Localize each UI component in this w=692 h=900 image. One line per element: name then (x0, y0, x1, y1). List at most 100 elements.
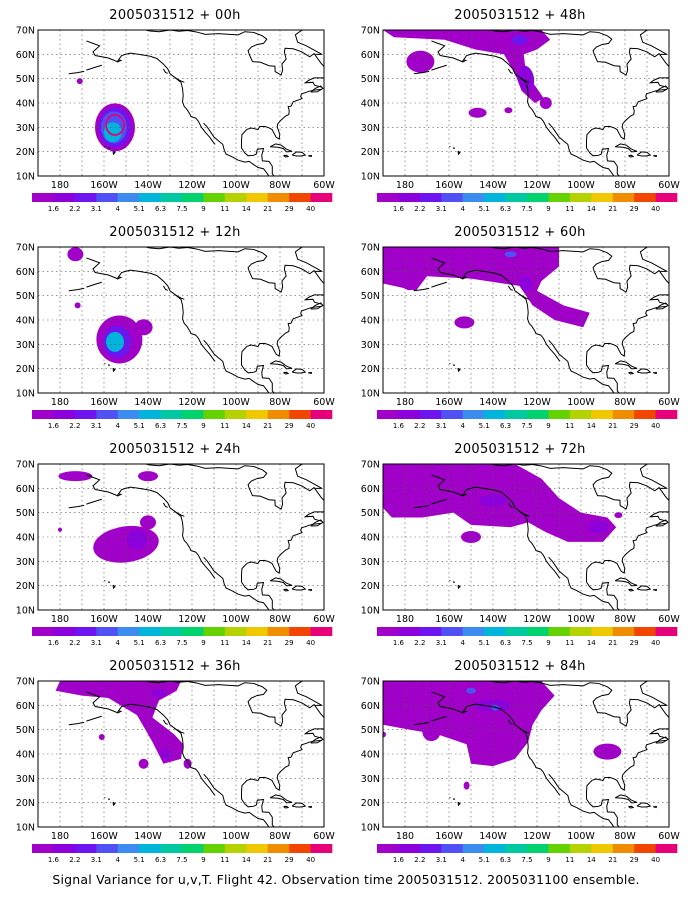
lat-tick-label: 10N (361, 389, 380, 400)
colorbar-swatch (591, 627, 614, 636)
colorbar-label: 6.3 (500, 205, 511, 213)
colorbar-label: 2.2 (414, 639, 425, 647)
colorbar-swatch (160, 844, 183, 853)
coastline (86, 691, 216, 796)
colorbar-swatch (484, 193, 506, 202)
colorbar-swatch (505, 410, 528, 419)
colorbar-swatch (182, 844, 204, 853)
coastline (671, 292, 685, 304)
lon-tick-label: 80W (614, 180, 636, 191)
colorbar-swatch (419, 844, 442, 853)
lon-tick-label: 60W (313, 397, 335, 408)
coastline (671, 509, 685, 521)
variance-contour (67, 247, 84, 262)
coastline (203, 556, 270, 610)
lon-tick-label: 180 (396, 180, 414, 191)
colorbar-label: 2.2 (414, 205, 425, 213)
colorbar-swatch (117, 193, 140, 202)
lat-tick-label: 60N (361, 484, 380, 495)
lat-tick-label: 10N (16, 823, 35, 834)
colorbar-swatch (96, 627, 119, 636)
lon-tick-label: 100W (567, 397, 595, 408)
lat-tick-label: 20N (16, 798, 35, 809)
lat-tick-label: 40N (361, 99, 380, 110)
colorbar-swatch (267, 627, 290, 636)
coastline (294, 247, 323, 272)
coastline (457, 367, 461, 373)
colorbar-swatch (398, 193, 421, 202)
colorbar-label: 4 (115, 856, 120, 864)
colorbar-swatch (655, 193, 678, 202)
colorbar-swatch (96, 410, 119, 419)
coastline (653, 155, 658, 158)
coastline (162, 68, 168, 74)
lat-tick-label: 40N (16, 750, 35, 761)
variance-field (383, 464, 623, 543)
coastline (291, 802, 307, 808)
coastline (241, 739, 322, 827)
panel-title: 2005031512 + 36h (109, 659, 241, 674)
lat-tick-label: 60N (16, 484, 35, 495)
colorbar-label: 7.5 (521, 639, 532, 647)
lon-tick-label: 80W (269, 180, 291, 191)
lon-tick-label: 140W (479, 614, 507, 625)
colorbar-swatch (203, 410, 226, 419)
colorbar-label: 3.1 (436, 639, 447, 647)
coastline (294, 464, 323, 489)
colorbar-swatch (246, 844, 269, 853)
coastline (452, 147, 456, 149)
lat-tick-label: 30N (16, 557, 35, 568)
lon-tick-label: 140W (134, 831, 162, 842)
colorbar-swatch (655, 844, 678, 853)
colorbar-swatch (484, 410, 506, 419)
colorbar-label: 29 (630, 856, 639, 864)
colorbar-swatch (527, 193, 549, 202)
map-frame (382, 680, 670, 828)
map-frame (37, 463, 325, 611)
lon-tick-label: 100W (567, 614, 595, 625)
colorbar-label: 11 (220, 856, 229, 864)
lon-tick-label: 140W (134, 614, 162, 625)
coastline (457, 150, 461, 156)
lon-tick-label: 120W (178, 831, 206, 842)
colorbar-swatch (441, 193, 464, 202)
coastline (548, 122, 615, 176)
colorbar-label: 1.6 (393, 422, 405, 430)
colorbar-label: 14 (587, 205, 596, 213)
colorbar-label: 14 (587, 639, 596, 647)
colorbar-label: 5.1 (134, 422, 145, 430)
colorbar-swatch (612, 627, 635, 636)
colorbar-label: 9 (201, 856, 205, 864)
map-frame (382, 246, 670, 394)
lon-tick-label: 140W (479, 397, 507, 408)
coastline (586, 88, 667, 176)
colorbar-label: 4 (460, 856, 465, 864)
lon-tick-label: 120W (523, 180, 551, 191)
coastline (269, 794, 293, 804)
coastline (241, 88, 322, 176)
coastline (655, 736, 669, 744)
lon-tick-label: 140W (479, 831, 507, 842)
colorbar-label: 2.2 (69, 205, 80, 213)
variance-contour (504, 251, 517, 258)
coastline (586, 305, 667, 393)
colorbar-swatch (462, 844, 485, 853)
variance-contour (152, 689, 166, 698)
variance-contour (103, 122, 122, 143)
lat-tick-label: 60N (361, 267, 380, 278)
colorbar-swatch (377, 410, 399, 419)
colorbar-swatch (289, 844, 311, 853)
colorbar-swatch (117, 410, 140, 419)
coastline (519, 511, 530, 517)
coastline (145, 247, 268, 272)
coastline (241, 305, 322, 393)
variance-contour (105, 114, 125, 136)
lon-tick-label: 60W (658, 397, 680, 408)
coastline (413, 287, 430, 292)
map-36h: 70N 60N 50N 40N 30N 20N 10N 180 160W 140W 120W 100W… (16, 677, 336, 864)
colorbar-label: 9 (201, 639, 205, 647)
coastline (413, 504, 430, 509)
colorbar-label: 7.5 (521, 205, 532, 213)
colorbar-label: 14 (242, 422, 251, 430)
colorbar-label: 5.1 (134, 856, 145, 864)
